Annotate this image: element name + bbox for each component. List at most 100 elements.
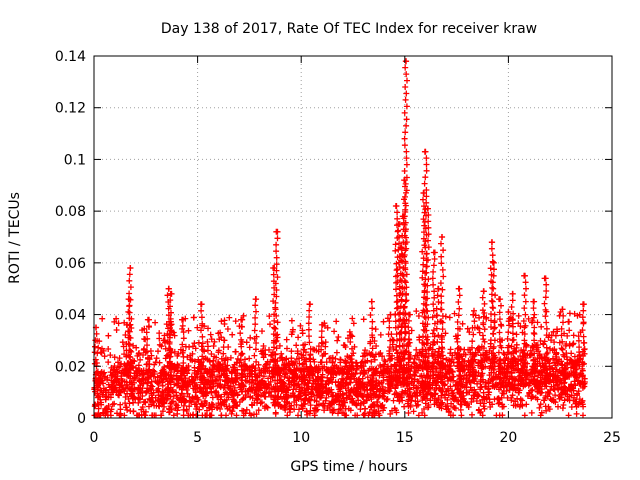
data-point xyxy=(306,355,313,362)
data-point xyxy=(115,320,122,327)
data-point xyxy=(221,370,228,377)
data-point xyxy=(521,331,528,337)
data-point xyxy=(330,365,337,372)
data-point xyxy=(238,384,245,390)
data-point xyxy=(395,393,402,400)
data-point xyxy=(336,401,342,408)
data-point xyxy=(278,403,285,410)
data-point xyxy=(319,365,326,372)
data-point xyxy=(130,399,137,406)
data-point xyxy=(479,357,486,364)
data-point xyxy=(439,352,446,359)
data-point xyxy=(338,365,344,372)
data-point xyxy=(329,400,336,406)
data-point xyxy=(481,300,488,307)
data-point xyxy=(368,365,375,372)
data-point xyxy=(415,313,422,319)
data-point xyxy=(300,346,307,353)
data-point xyxy=(562,342,569,349)
data-point xyxy=(421,406,427,412)
data-point xyxy=(273,254,280,261)
data-point xyxy=(555,403,561,410)
data-point xyxy=(522,279,529,286)
data-point xyxy=(272,325,279,332)
data-point xyxy=(531,311,538,318)
data-point xyxy=(393,279,400,286)
data-point xyxy=(401,232,408,239)
data-point xyxy=(387,337,394,344)
data-point xyxy=(307,358,314,365)
data-point xyxy=(170,398,176,405)
data-point xyxy=(438,332,445,339)
data-point xyxy=(133,344,140,351)
data-point xyxy=(394,298,401,305)
data-point xyxy=(125,308,132,315)
data-point xyxy=(214,373,221,380)
data-point xyxy=(287,405,294,412)
data-point xyxy=(305,384,312,390)
data-point xyxy=(252,386,259,393)
data-point xyxy=(215,392,222,399)
data-point xyxy=(387,383,394,390)
data-point xyxy=(469,351,476,358)
data-point xyxy=(429,346,436,353)
data-point xyxy=(531,381,538,388)
data-point xyxy=(466,329,473,336)
data-point xyxy=(435,395,442,401)
data-point xyxy=(439,378,446,385)
data-point xyxy=(306,371,313,378)
data-point xyxy=(158,412,165,419)
data-point xyxy=(197,379,204,386)
data-point xyxy=(457,406,464,413)
data-point xyxy=(490,259,497,266)
data-point xyxy=(207,384,213,391)
data-point xyxy=(126,341,133,348)
data-point xyxy=(288,402,295,409)
data-point xyxy=(144,335,151,342)
data-point xyxy=(335,410,341,417)
data-point xyxy=(480,364,487,371)
data-point xyxy=(325,391,332,397)
data-point xyxy=(180,347,187,354)
data-point xyxy=(198,366,205,373)
data-point xyxy=(239,377,246,384)
data-point xyxy=(248,412,255,419)
data-point xyxy=(253,340,260,346)
data-point xyxy=(395,234,402,240)
data-point xyxy=(402,298,409,305)
data-point xyxy=(528,395,535,402)
data-point xyxy=(580,307,587,314)
data-point xyxy=(209,380,216,387)
data-point xyxy=(443,370,450,377)
data-point xyxy=(434,352,441,359)
data-point xyxy=(349,315,356,322)
data-point xyxy=(182,343,189,350)
y-tick-label: 0 xyxy=(77,411,86,427)
data-point xyxy=(357,390,364,397)
data-point xyxy=(274,394,281,401)
data-point xyxy=(439,286,446,293)
data-point xyxy=(453,335,460,342)
data-point xyxy=(402,258,409,265)
data-point xyxy=(361,384,368,391)
data-point xyxy=(423,301,430,308)
y-tick-label: 0.08 xyxy=(55,204,86,220)
data-point xyxy=(489,401,496,408)
data-point xyxy=(158,372,165,379)
data-point xyxy=(489,298,496,305)
data-point xyxy=(429,314,436,321)
data-point xyxy=(190,411,197,418)
data-point xyxy=(491,363,498,370)
data-point xyxy=(360,316,367,323)
data-point xyxy=(102,412,109,419)
data-point xyxy=(146,395,153,402)
data-point xyxy=(274,358,281,365)
data-point xyxy=(348,352,355,359)
data-point xyxy=(164,395,171,402)
data-point xyxy=(107,352,114,359)
data-point xyxy=(369,325,376,332)
data-point xyxy=(458,353,465,360)
data-point xyxy=(463,372,470,378)
data-point xyxy=(521,412,528,419)
data-point xyxy=(348,373,355,379)
